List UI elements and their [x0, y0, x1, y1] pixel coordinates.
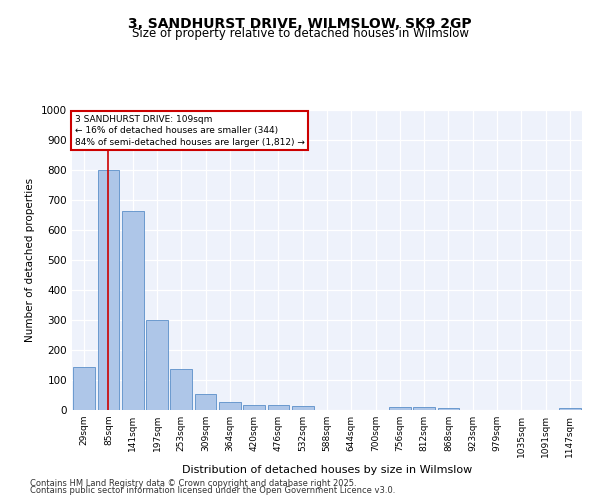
Text: Contains public sector information licensed under the Open Government Licence v3: Contains public sector information licen…	[30, 486, 395, 495]
X-axis label: Distribution of detached houses by size in Wilmslow: Distribution of detached houses by size …	[182, 466, 472, 475]
Text: 3, SANDHURST DRIVE, WILMSLOW, SK9 2GP: 3, SANDHURST DRIVE, WILMSLOW, SK9 2GP	[128, 18, 472, 32]
Text: Contains HM Land Registry data © Crown copyright and database right 2025.: Contains HM Land Registry data © Crown c…	[30, 478, 356, 488]
Bar	[268, 404, 289, 410]
Bar	[437, 408, 460, 410]
Y-axis label: Number of detached properties: Number of detached properties	[25, 178, 35, 342]
Bar	[122, 210, 143, 410]
Bar	[146, 320, 168, 410]
Bar	[559, 408, 581, 410]
Bar	[170, 368, 192, 410]
Bar	[97, 170, 119, 410]
Text: 3 SANDHURST DRIVE: 109sqm
← 16% of detached houses are smaller (344)
84% of semi: 3 SANDHURST DRIVE: 109sqm ← 16% of detac…	[74, 114, 304, 147]
Bar	[413, 407, 435, 410]
Bar	[243, 404, 265, 410]
Text: Size of property relative to detached houses in Wilmslow: Size of property relative to detached ho…	[131, 28, 469, 40]
Bar	[194, 394, 217, 410]
Bar	[73, 366, 95, 410]
Bar	[389, 407, 411, 410]
Bar	[292, 406, 314, 410]
Bar	[219, 402, 241, 410]
